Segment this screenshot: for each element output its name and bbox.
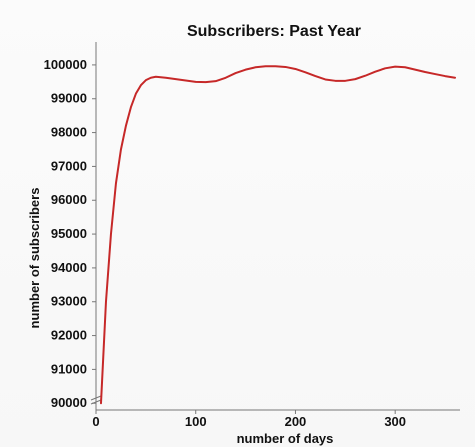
x-axis-label: number of days — [237, 431, 334, 446]
x-ticks: 0 100 200 300 — [92, 410, 406, 429]
y-axis-label: number of subscribers — [27, 188, 42, 329]
x-tick-label: 200 — [285, 414, 307, 429]
x-tick-label: 100 — [185, 414, 207, 429]
y-tick-label: 90000 — [51, 395, 87, 410]
axes — [90, 42, 460, 411]
y-tick-label: 93000 — [51, 294, 87, 309]
y-tick-label: 92000 — [51, 328, 87, 343]
series-line — [99, 65, 457, 405]
y-tick-label: 98000 — [51, 125, 87, 140]
chart-title: Subscribers: Past Year — [187, 23, 361, 40]
y-axis-break-mark-1 — [90, 395, 102, 401]
y-axis-label-wrap: number of subscribers — [27, 188, 42, 329]
x-tick-label: 300 — [384, 414, 406, 429]
y-tick-label: 94000 — [51, 260, 87, 275]
x-tick-label: 0 — [92, 414, 99, 429]
y-tick-label: 100000 — [44, 57, 87, 72]
y-ticks: 90000 91000 92000 93000 94000 95000 96000 97000… — [44, 57, 96, 410]
series-layer — [99, 65, 457, 405]
y-tick-label: 91000 — [51, 361, 87, 376]
y-tick-label: 99000 — [51, 91, 87, 106]
y-tick-label: 97000 — [51, 158, 87, 173]
y-tick-label: 96000 — [51, 192, 87, 207]
y-tick-label: 95000 — [51, 226, 87, 241]
